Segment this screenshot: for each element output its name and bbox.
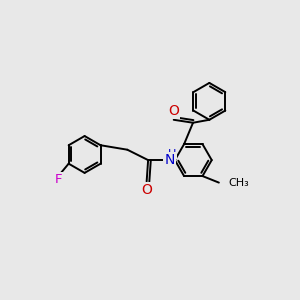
Text: N: N [164, 153, 175, 167]
Text: O: O [168, 104, 179, 118]
Text: CH₃: CH₃ [228, 178, 249, 188]
Text: F: F [55, 172, 62, 186]
Text: H: H [168, 148, 176, 159]
Text: O: O [141, 183, 152, 197]
